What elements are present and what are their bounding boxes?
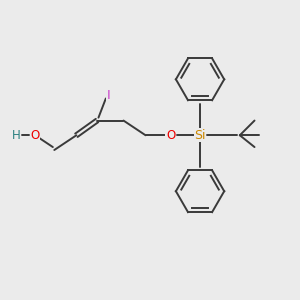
Text: I: I: [107, 89, 111, 102]
Text: Si: Si: [194, 129, 206, 142]
Text: O: O: [166, 129, 175, 142]
Text: H: H: [12, 129, 20, 142]
Text: O: O: [31, 129, 40, 142]
